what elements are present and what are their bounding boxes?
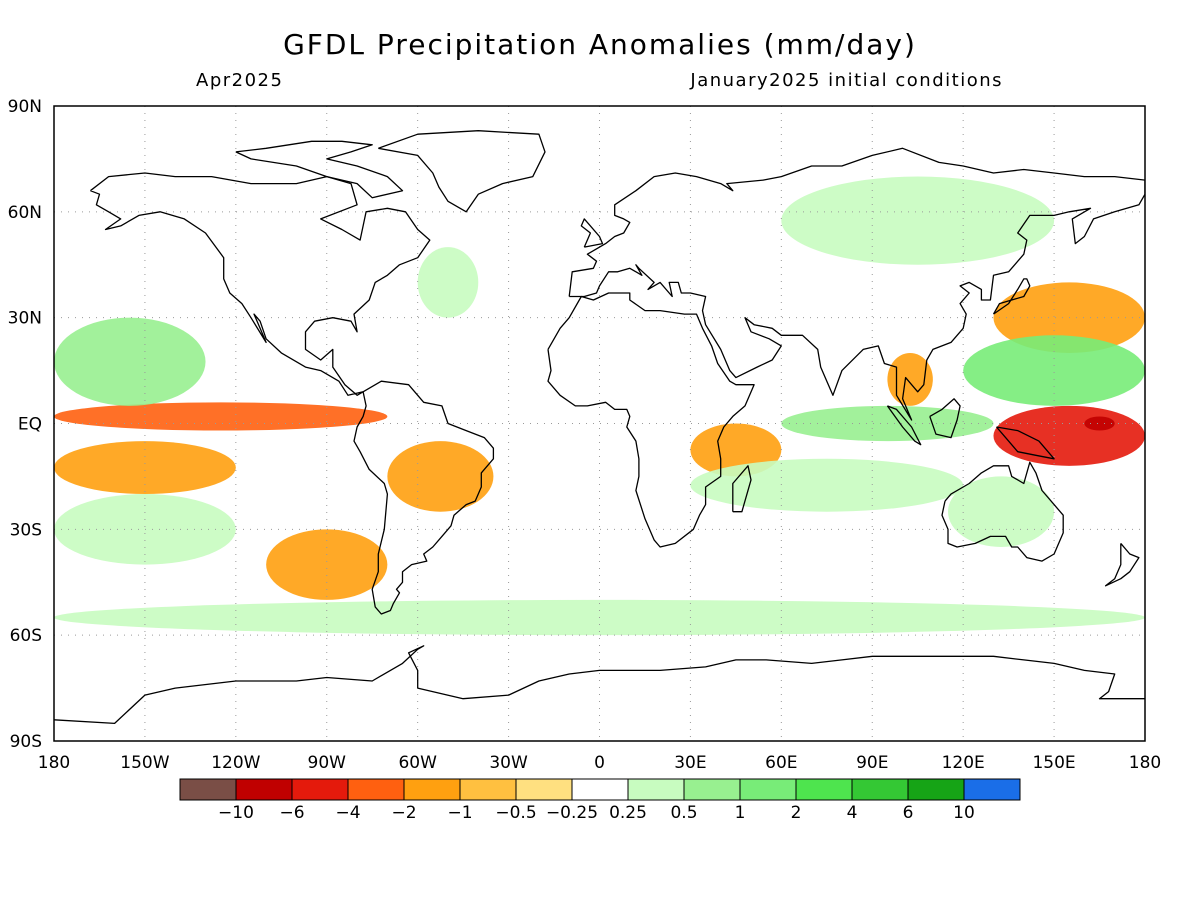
latitude-tick-label: 30S bbox=[10, 520, 42, 540]
latitude-axis: 90N 60N 30N EQ 30S 60S 90S bbox=[8, 97, 42, 752]
colorbar-label: −0.5 bbox=[495, 803, 536, 823]
colorbar-swatch bbox=[291, 778, 349, 801]
colorbar-swatch bbox=[627, 778, 685, 801]
colorbar-swatch bbox=[795, 778, 853, 801]
colorbar-swatch bbox=[403, 778, 461, 801]
latitude-tick-label: 60N bbox=[8, 203, 42, 223]
north-america-coast bbox=[90, 172, 431, 396]
anomaly-region bbox=[417, 247, 479, 318]
longitude-tick-label: 90E bbox=[856, 753, 888, 773]
colorbar-swatch bbox=[179, 778, 237, 801]
madagascar-coast bbox=[732, 465, 752, 513]
colorbar-label: 2 bbox=[791, 803, 802, 823]
arctic-islands-coast bbox=[235, 140, 404, 199]
longitude-tick-label: 0 bbox=[594, 753, 605, 773]
longitude-tick-label: 60W bbox=[398, 753, 437, 773]
anomaly-region bbox=[963, 335, 1145, 406]
anomaly-region bbox=[266, 529, 388, 600]
init-conditions-label: January2025 initial conditions bbox=[689, 70, 1003, 91]
longitude-tick-label: 150E bbox=[1032, 753, 1075, 773]
antarctica-coast bbox=[54, 645, 1145, 725]
colorbar-label: −4 bbox=[335, 803, 360, 823]
map-gridlines bbox=[54, 106, 1145, 741]
latitude-tick-label: 90S bbox=[10, 732, 42, 752]
longitude-tick-label: 120W bbox=[211, 753, 260, 773]
colorbar-label: 4 bbox=[847, 803, 858, 823]
colorbar-label: −10 bbox=[218, 803, 254, 823]
anomaly-region bbox=[54, 441, 236, 495]
british-isles-coast bbox=[580, 218, 604, 248]
anomaly-region bbox=[54, 317, 206, 406]
longitude-tick-label: 180 bbox=[1129, 753, 1161, 773]
latitude-tick-label: 90N bbox=[8, 97, 42, 117]
colorbar-swatch bbox=[235, 778, 293, 801]
longitude-tick-label: 90W bbox=[308, 753, 347, 773]
colorbar-swatch bbox=[851, 778, 909, 801]
eurasia-coast bbox=[568, 147, 1145, 421]
colorbar-swatch bbox=[459, 778, 517, 801]
colorbar-label: 10 bbox=[953, 803, 975, 823]
anomaly-region bbox=[54, 494, 236, 565]
anomaly-region bbox=[387, 441, 494, 512]
longitude-tick-label: 30W bbox=[489, 753, 528, 773]
colorbar-swatch bbox=[347, 778, 405, 801]
anomaly-region bbox=[690, 458, 964, 512]
latitude-tick-label: EQ bbox=[18, 415, 42, 435]
colorbar-label: 0.5 bbox=[670, 803, 697, 823]
longitude-axis: 180 150W 120W 90W 60W 30W 0 30E 60E 90E 120E 150E 18… bbox=[38, 753, 1161, 773]
longitude-tick-label: 30E bbox=[674, 753, 706, 773]
longitude-tick-label: 60E bbox=[765, 753, 797, 773]
colorbar-swatch bbox=[515, 778, 573, 801]
anomaly-region bbox=[54, 402, 388, 431]
new-guinea-coast bbox=[996, 426, 1055, 460]
sumatra-coast bbox=[886, 405, 922, 446]
coastlines bbox=[54, 130, 1145, 725]
latitude-tick-label: 30N bbox=[8, 309, 42, 329]
longitude-tick-label: 120E bbox=[942, 753, 985, 773]
australia-coast bbox=[941, 461, 1064, 562]
chart-title: GFDL Precipitation Anomalies (mm/day) bbox=[283, 28, 917, 61]
africa-coast bbox=[547, 292, 755, 548]
map-frame bbox=[53, 105, 1146, 742]
anomaly-region bbox=[1084, 416, 1115, 431]
colorbar-label: −2 bbox=[391, 803, 416, 823]
new-zealand-coast bbox=[1104, 542, 1140, 587]
colorbar-label: 1 bbox=[735, 803, 746, 823]
colorbar-label: −1 bbox=[447, 803, 472, 823]
colorbar-label: −6 bbox=[279, 803, 304, 823]
colorbar-label: −0.25 bbox=[546, 803, 598, 823]
colorbar-label: 0.25 bbox=[609, 803, 647, 823]
south-america-coast bbox=[353, 380, 495, 615]
anomaly-region bbox=[887, 352, 933, 406]
longitude-tick-label: 180 bbox=[38, 753, 70, 773]
anomaly-region bbox=[993, 405, 1145, 466]
colorbar-swatch bbox=[683, 778, 741, 801]
colorbar-swatch bbox=[571, 778, 629, 801]
longitude-tick-label: 150W bbox=[120, 753, 169, 773]
colorbar: −10 −6 −4 −2 −1 −0.5 −0.25 0.25 0.5 1 2 4 6 10 bbox=[179, 778, 1021, 823]
colorbar-swatch bbox=[739, 778, 797, 801]
valid-month-label: Apr2025 bbox=[196, 70, 283, 91]
colorbar-label: 6 bbox=[903, 803, 914, 823]
borneo-coast bbox=[929, 398, 961, 439]
anomaly-region bbox=[781, 176, 1055, 265]
colorbar-swatch bbox=[963, 778, 1021, 801]
greenland-coast bbox=[378, 130, 546, 213]
latitude-tick-label: 60S bbox=[10, 626, 42, 646]
japan-coast bbox=[992, 278, 1031, 315]
anomaly-field bbox=[54, 176, 1145, 636]
colorbar-swatch bbox=[907, 778, 965, 801]
